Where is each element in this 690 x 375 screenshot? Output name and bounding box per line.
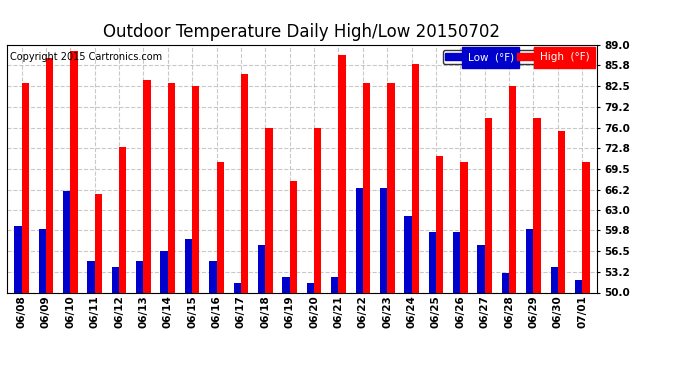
- Legend: Low  (°F), High  (°F): Low (°F), High (°F): [443, 50, 591, 64]
- Bar: [453, 232, 460, 292]
- Bar: [144, 80, 150, 292]
- Bar: [63, 191, 70, 292]
- Bar: [112, 267, 119, 292]
- Bar: [258, 245, 266, 292]
- Bar: [460, 162, 468, 292]
- Bar: [70, 51, 77, 292]
- Bar: [185, 238, 193, 292]
- Bar: [266, 128, 273, 292]
- Bar: [404, 216, 411, 292]
- Bar: [241, 74, 248, 292]
- Bar: [526, 229, 533, 292]
- Bar: [477, 245, 484, 292]
- Bar: [209, 261, 217, 292]
- Bar: [331, 277, 338, 292]
- Bar: [509, 86, 516, 292]
- Bar: [21, 83, 29, 292]
- Bar: [363, 83, 370, 292]
- Bar: [314, 128, 322, 292]
- Bar: [307, 283, 314, 292]
- Bar: [88, 261, 95, 292]
- Bar: [217, 162, 224, 292]
- Bar: [290, 182, 297, 292]
- Bar: [411, 64, 419, 292]
- Bar: [436, 156, 443, 292]
- Bar: [582, 162, 589, 292]
- Bar: [428, 232, 436, 292]
- Bar: [338, 54, 346, 292]
- Bar: [484, 118, 492, 292]
- Bar: [234, 283, 241, 292]
- Bar: [136, 261, 144, 292]
- Bar: [161, 251, 168, 292]
- Text: Copyright 2015 Cartronics.com: Copyright 2015 Cartronics.com: [10, 53, 162, 62]
- Bar: [355, 188, 363, 292]
- Bar: [193, 86, 199, 292]
- Bar: [551, 267, 558, 292]
- Bar: [502, 273, 509, 292]
- Bar: [95, 194, 102, 292]
- Bar: [282, 277, 290, 292]
- Bar: [46, 58, 53, 292]
- Bar: [380, 188, 387, 292]
- Bar: [168, 83, 175, 292]
- Bar: [14, 226, 21, 292]
- Title: Outdoor Temperature Daily High/Low 20150702: Outdoor Temperature Daily High/Low 20150…: [104, 22, 500, 40]
- Bar: [575, 280, 582, 292]
- Bar: [558, 130, 565, 292]
- Bar: [387, 83, 395, 292]
- Bar: [39, 229, 46, 292]
- Bar: [533, 118, 541, 292]
- Bar: [119, 147, 126, 292]
